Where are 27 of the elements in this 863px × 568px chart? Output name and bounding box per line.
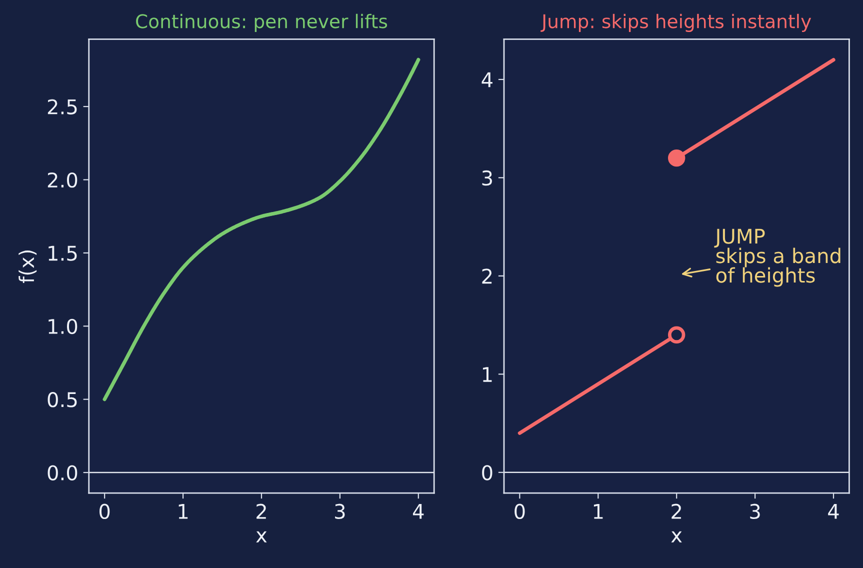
x-tick-label: 1	[178, 504, 188, 519]
x-axis-title: x	[671, 531, 682, 542]
y-tick-label: 4	[482, 72, 492, 88]
chart-title: Jump: skips heights instantly	[540, 14, 812, 32]
x-tick-label: 2	[672, 504, 681, 519]
x-tick-label: 3	[750, 504, 760, 520]
y-tick-label: 1.5	[48, 246, 77, 261]
y-tick-label: 2.5	[48, 99, 77, 114]
x-tick-label: 1	[594, 504, 603, 519]
x-tick-label: 4	[412, 504, 424, 519]
x-tick-label: 2	[256, 504, 266, 519]
y-tick-label: 1	[482, 367, 492, 382]
y-tick-label: 0	[482, 465, 492, 480]
x-tick-label: 4	[828, 504, 839, 519]
y-tick-label: 1.0	[48, 318, 78, 334]
y-axis-title: f(x)	[18, 250, 37, 284]
y-tick-label: 2.0	[48, 172, 78, 188]
x-tick-label: 3	[335, 504, 345, 520]
annotation: JUMP skips a band of heights	[714, 228, 840, 287]
y-tick-label: 3	[482, 170, 492, 186]
x-tick-label: 0	[100, 504, 110, 520]
x-tick-label: 0	[514, 504, 525, 520]
y-tick-label: 2	[482, 268, 492, 284]
x-axis-title: x	[256, 531, 267, 542]
chart-title: Continuous: pen never lifts	[136, 14, 388, 32]
y-tick-label: 0.0	[48, 465, 78, 480]
y-tick-label: 0.5	[48, 392, 77, 408]
